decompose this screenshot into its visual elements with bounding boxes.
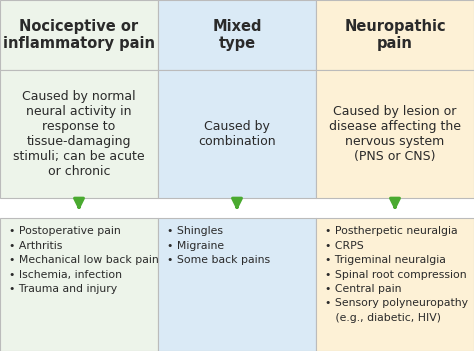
Text: • Shingles
• Migraine
• Some back pains: • Shingles • Migraine • Some back pains — [167, 226, 271, 265]
Bar — [0, 218, 158, 351]
Bar — [316, 70, 474, 198]
Text: Caused by
combination: Caused by combination — [198, 120, 276, 148]
Bar — [158, 70, 316, 198]
Bar — [0, 0, 158, 70]
Text: • Postoperative pain
• Arthritis
• Mechanical low back pain
• Ischemia, infectio: • Postoperative pain • Arthritis • Mecha… — [9, 226, 159, 294]
Bar — [158, 0, 316, 70]
Text: Neuropathic
pain: Neuropathic pain — [344, 19, 446, 51]
Text: Nociceptive or
inflammatory pain: Nociceptive or inflammatory pain — [3, 19, 155, 51]
Text: Caused by lesion or
disease affecting the
nervous system
(PNS or CNS): Caused by lesion or disease affecting th… — [329, 105, 461, 163]
Bar — [316, 0, 474, 70]
Text: Mixed
type: Mixed type — [212, 19, 262, 51]
Bar — [316, 218, 474, 351]
Text: • Postherpetic neuralgia
• CRPS
• Trigeminal neuralgia
• Spinal root compression: • Postherpetic neuralgia • CRPS • Trigem… — [326, 226, 468, 323]
Bar — [158, 218, 316, 351]
Bar — [0, 70, 158, 198]
Text: Caused by normal
neural activity in
response to
tissue-damaging
stimuli; can be : Caused by normal neural activity in resp… — [13, 90, 145, 178]
